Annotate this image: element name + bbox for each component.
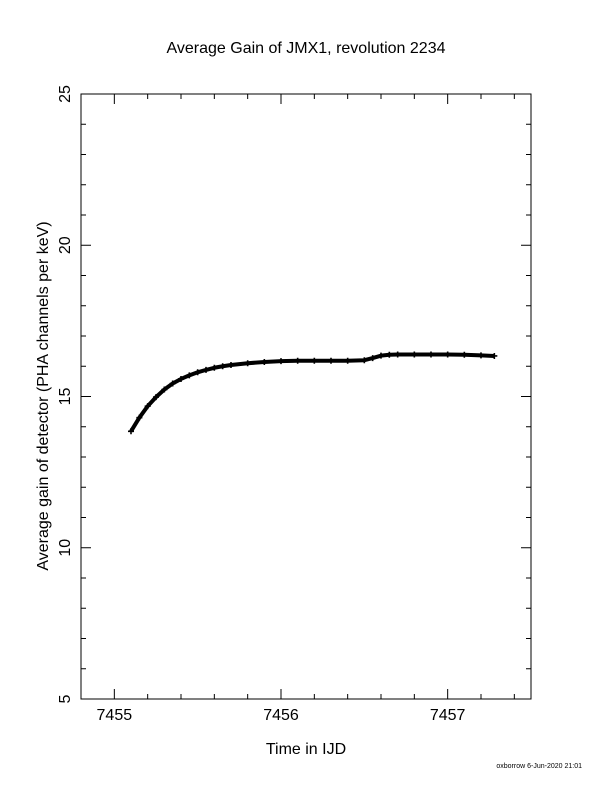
- data-point: [428, 351, 434, 358]
- data-point: [369, 355, 376, 362]
- data-point: [161, 386, 168, 393]
- data-point: [211, 364, 218, 371]
- x-tick-label: 7457: [430, 707, 466, 724]
- plot-frame: [80, 93, 532, 700]
- data-point: [128, 428, 134, 435]
- chart-title: Average Gain of JMX1, revolution 2234: [167, 40, 446, 57]
- data-point: [144, 403, 151, 410]
- data-point: [203, 366, 209, 373]
- y-tick-label: 20: [57, 236, 74, 254]
- data-point: [394, 351, 401, 358]
- data-point: [461, 351, 468, 358]
- axis-ticks: 5 10 15 20 25 7455 7456 7457: [57, 85, 531, 724]
- data-point: [491, 352, 498, 359]
- x-tick-label: 7455: [97, 707, 133, 724]
- data-point: [411, 351, 418, 358]
- data-point: [194, 369, 201, 376]
- data-point: [386, 351, 393, 358]
- x-tick-label: 7456: [263, 707, 299, 724]
- data-point: [261, 359, 268, 366]
- y-tick-label: 10: [57, 539, 74, 557]
- data-point: [328, 357, 334, 364]
- data-point: [244, 360, 251, 367]
- data-points: [128, 351, 498, 435]
- data-trace: [129, 352, 495, 433]
- y-tick-label: 25: [57, 85, 74, 103]
- x-axis-label: Time in IJD: [266, 741, 346, 758]
- data-point: [169, 380, 176, 387]
- data-point: [378, 352, 384, 359]
- data-point: [136, 414, 143, 421]
- y-tick-label: 15: [57, 388, 74, 406]
- data-point: [178, 375, 184, 382]
- footer-stamp: oxborrow 6-Jun-2020 21:01: [496, 763, 582, 770]
- data-point: [153, 394, 159, 401]
- data-point: [186, 372, 193, 379]
- data-point: [478, 352, 484, 359]
- data-point: [294, 357, 301, 364]
- data-point: [444, 351, 451, 358]
- y-axis-label: Average gain of detector (PHA channels p…: [35, 221, 52, 570]
- data-point: [311, 357, 318, 364]
- data-point: [344, 357, 351, 364]
- data-point: [219, 363, 226, 370]
- y-tick-label: 5: [57, 694, 74, 703]
- data-point: [278, 358, 284, 365]
- data-point: [361, 357, 368, 364]
- data-point: [228, 362, 234, 369]
